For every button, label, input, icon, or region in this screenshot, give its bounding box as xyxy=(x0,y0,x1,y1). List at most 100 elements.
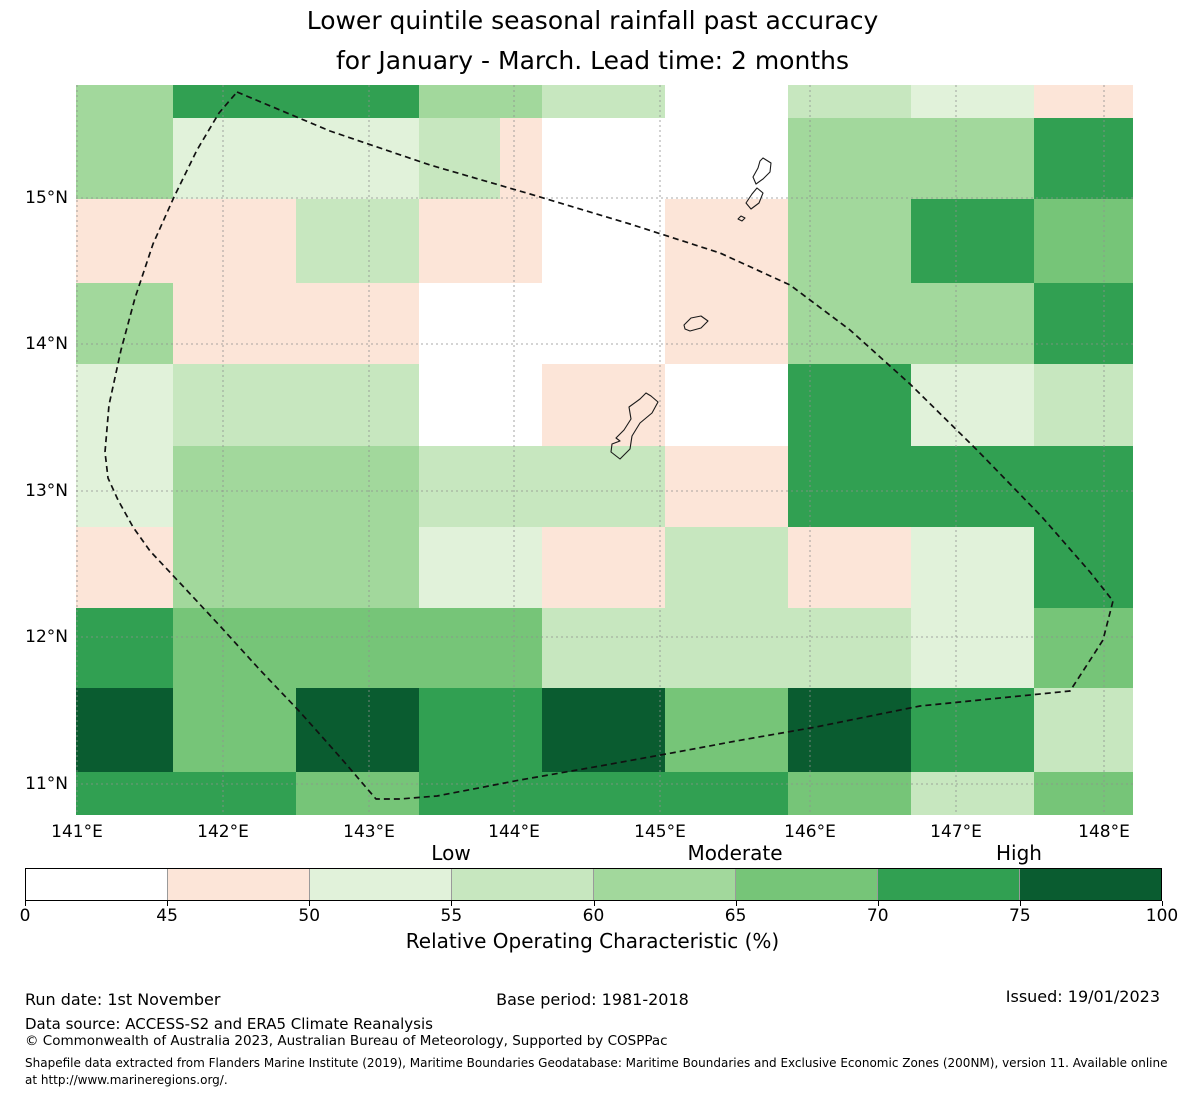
colorbar-segment-75-100 xyxy=(1019,869,1161,900)
map-cell xyxy=(173,199,296,283)
colorbar-tick-label: 60 xyxy=(582,906,605,926)
map-cell xyxy=(542,118,665,199)
map-cell xyxy=(173,364,296,446)
map-cell xyxy=(788,85,911,118)
map-cell xyxy=(419,446,542,527)
colorbar-label-moderate: Moderate xyxy=(687,841,783,865)
y-tick-label: 12°N xyxy=(25,627,68,647)
colorbar-tickmark xyxy=(25,901,26,906)
map-cell xyxy=(788,446,911,527)
map-cell xyxy=(665,688,788,772)
colorbar-segment-50-55 xyxy=(309,869,451,900)
y-tick-label: 15°N xyxy=(25,188,68,208)
map-cell xyxy=(542,688,665,772)
map-cell xyxy=(419,85,542,118)
colorbar-segment-0-45 xyxy=(26,869,167,900)
colorbar xyxy=(25,868,1162,901)
map-cell xyxy=(173,446,296,527)
map-cell xyxy=(542,283,665,364)
chart-title: Lower quintile seasonal rainfall past ac… xyxy=(0,1,1185,81)
map-cell xyxy=(296,688,419,772)
x-tick-label: 147°E xyxy=(930,822,982,842)
map-cell xyxy=(76,772,173,815)
map-cell xyxy=(296,772,419,815)
x-tick-label: 142°E xyxy=(197,822,249,842)
map-cell xyxy=(911,85,1034,118)
map-cell xyxy=(542,364,665,446)
map-cell xyxy=(173,118,296,199)
map-cell xyxy=(296,364,419,446)
map-cell xyxy=(1034,283,1133,364)
map-cell xyxy=(665,772,788,815)
colorbar-tickmark xyxy=(735,901,737,906)
chart-title-line2: for January - March. Lead time: 2 months xyxy=(336,46,849,75)
colorbar-tickmark xyxy=(167,901,169,906)
x-tick-label: 143°E xyxy=(343,822,395,842)
colorbar-tick-label: 45 xyxy=(156,906,178,926)
map-cell xyxy=(419,283,542,364)
map-cell xyxy=(542,772,665,815)
footer-issued-date: Issued: 19/01/2023 xyxy=(1005,987,1160,1006)
colorbar-tickmark xyxy=(309,901,311,906)
map-cell xyxy=(665,364,788,446)
map-cell xyxy=(76,608,173,688)
map-cell xyxy=(296,118,419,199)
map-cell xyxy=(1034,199,1133,283)
x-tick-label: 146°E xyxy=(784,822,836,842)
colorbar-title: Relative Operating Characteristic (%) xyxy=(405,929,780,953)
map-cell xyxy=(788,199,911,283)
map-cell xyxy=(911,608,1034,688)
map-cell xyxy=(542,527,665,608)
map-cell xyxy=(173,608,296,688)
map-cell xyxy=(76,199,173,283)
y-tick-label: 14°N xyxy=(25,334,68,354)
footer-base-period: Base period: 1981-2018 xyxy=(496,990,689,1009)
map-cell xyxy=(76,283,173,364)
map-cell xyxy=(665,527,788,608)
footer-run-date: Run date: 1st November xyxy=(25,990,221,1009)
map-cell xyxy=(1034,688,1133,772)
colorbar-tick-label: 65 xyxy=(724,906,747,926)
colorbar-segment-70-75 xyxy=(877,869,1019,900)
footer-data-source: Data source: ACCESS-S2 and ERA5 Climate … xyxy=(25,1015,433,1033)
colorbar-segment-45-50 xyxy=(167,869,309,900)
y-tick-label: 11°N xyxy=(25,774,68,794)
colorbar-segment-65-70 xyxy=(735,869,877,900)
map-cell xyxy=(788,608,911,688)
colorbar-label-high: High xyxy=(996,841,1042,865)
map-cell xyxy=(911,446,1034,527)
y-tick-label: 13°N xyxy=(25,481,68,501)
map-cell xyxy=(296,199,419,283)
map-cell xyxy=(296,608,419,688)
x-tick-label: 141°E xyxy=(51,822,103,842)
map-cell xyxy=(419,608,542,688)
map-cell xyxy=(1034,364,1133,446)
map-cell xyxy=(788,118,911,199)
map-cell xyxy=(76,364,173,446)
colorbar-tickmark xyxy=(593,901,595,906)
map-cell xyxy=(665,85,788,118)
map-cell xyxy=(911,688,1034,772)
colorbar-tick-label: 50 xyxy=(298,906,321,926)
map-cell xyxy=(419,199,542,283)
colorbar-label-low: Low xyxy=(431,841,471,865)
map-cell xyxy=(1034,446,1133,527)
colorbar-tickmark xyxy=(877,901,879,906)
colorbar-segment-60-65 xyxy=(593,869,735,900)
map-cell xyxy=(911,364,1034,446)
x-tick-label: 148°E xyxy=(1078,822,1130,842)
map-cell xyxy=(665,283,788,364)
colorbar-tick-label: 55 xyxy=(440,906,463,926)
colorbar-tick-label: 70 xyxy=(866,906,889,926)
map-cell xyxy=(296,283,419,364)
map-cell xyxy=(76,688,173,772)
map-cell xyxy=(1034,118,1133,199)
map-cell xyxy=(911,199,1034,283)
map-cell xyxy=(911,283,1034,364)
map-cell xyxy=(296,446,419,527)
map-cell xyxy=(788,688,911,772)
colorbar-tickmark xyxy=(451,901,453,906)
map-cell xyxy=(1034,772,1133,815)
map-cell xyxy=(296,85,419,118)
